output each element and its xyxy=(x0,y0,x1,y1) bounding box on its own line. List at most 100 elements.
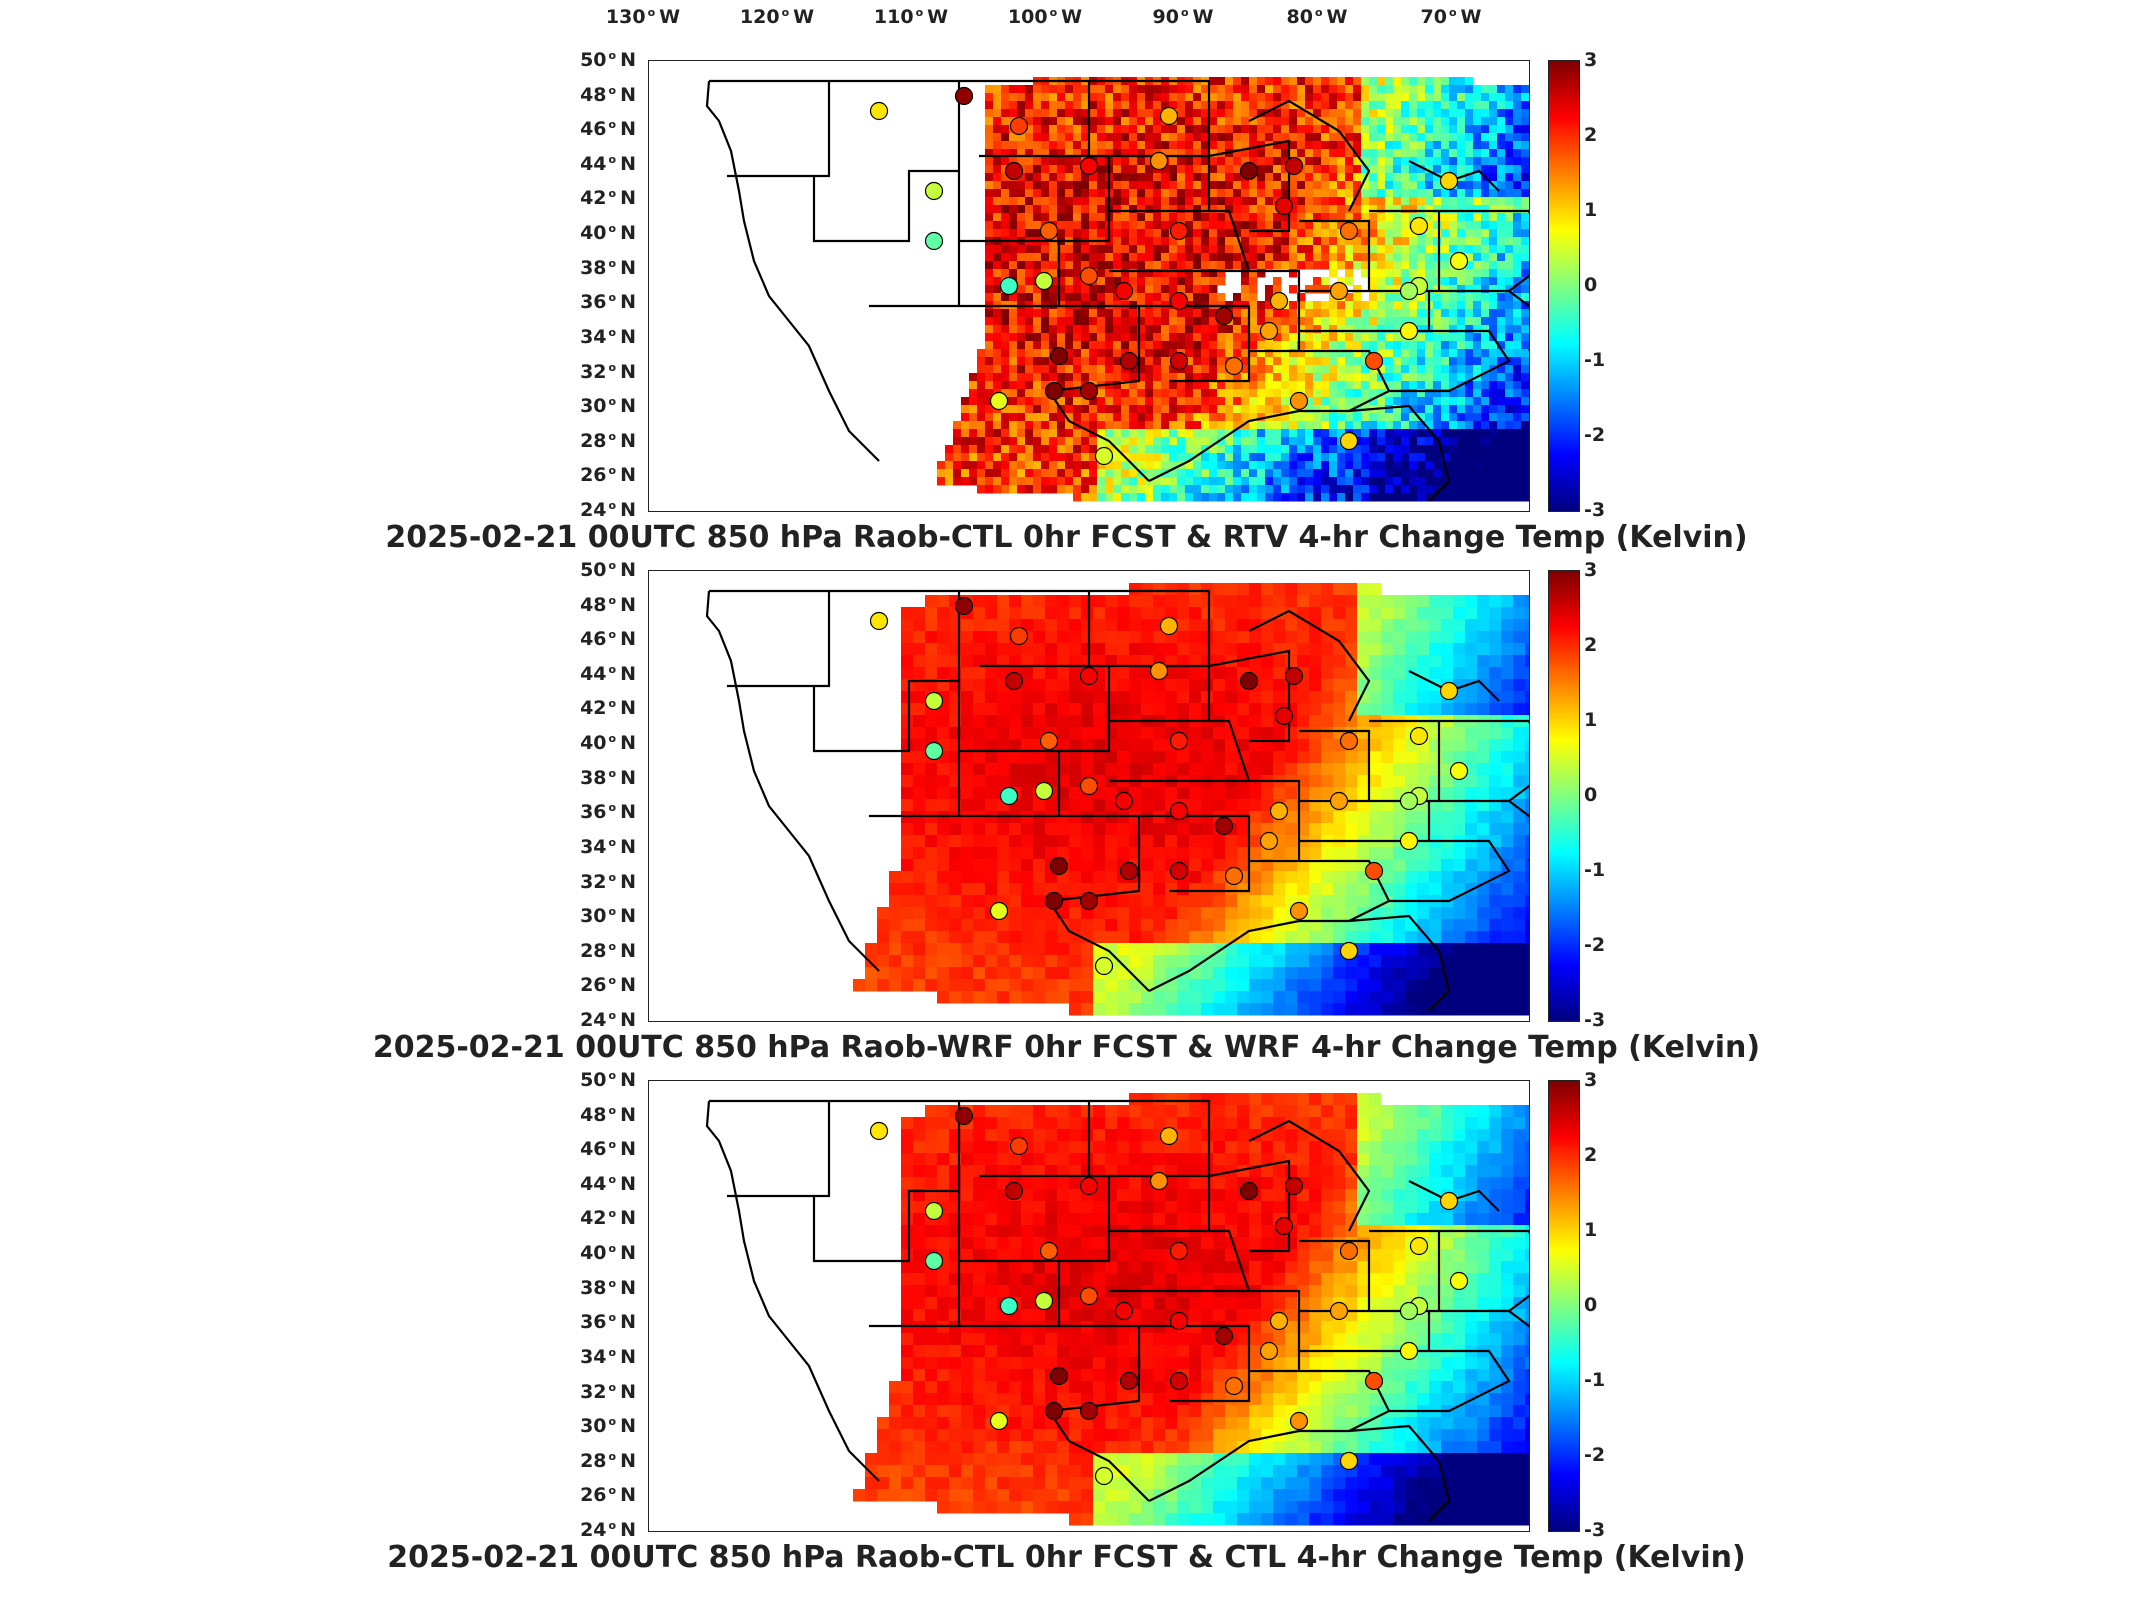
latitude-tick-label: 24 o N xyxy=(580,1009,636,1031)
latitude-tick-label: 28 o N xyxy=(580,1449,636,1472)
raob-station-marker xyxy=(1169,291,1189,311)
latitude-tick-label: 50 o N xyxy=(580,559,636,581)
longitude-tick-label: 110 o W xyxy=(873,6,949,28)
latitude-tick-label: 28 o N xyxy=(580,939,636,962)
raob-station-marker xyxy=(1214,306,1234,326)
latitude-tick-label: 30 o N xyxy=(580,1415,636,1438)
latitude-tick-label: 40 o N xyxy=(580,222,636,245)
raob-station-marker xyxy=(1079,156,1099,176)
raob-station-marker xyxy=(1079,776,1099,796)
raob-station-marker xyxy=(1449,1271,1469,1291)
raob-station-marker xyxy=(989,1411,1009,1431)
colorbar-tick-label: -1 xyxy=(1584,859,1606,881)
colorbar-tick-label: -2 xyxy=(1584,934,1606,956)
raob-station-marker xyxy=(1214,816,1234,836)
colorbar-tick-label: 2 xyxy=(1584,1144,1598,1166)
raob-station-marker xyxy=(924,1251,944,1271)
raob-station-marker xyxy=(1119,351,1139,371)
longitude-tick-label: 130 o W xyxy=(605,6,681,28)
raob-station-marker xyxy=(1159,1126,1179,1146)
latitude-tick-label: 28 o N xyxy=(580,429,636,452)
colorbar xyxy=(1548,1080,1580,1532)
raob-station-marker xyxy=(1399,281,1419,301)
raob-station-marker xyxy=(1409,216,1429,236)
longitude-tick-label: 80 o W xyxy=(1286,6,1348,28)
raob-station-marker xyxy=(924,181,944,201)
raob-station-marker xyxy=(869,611,889,631)
raob-station-marker xyxy=(1274,196,1294,216)
latitude-tick-label: 30 o N xyxy=(580,905,636,928)
longitude-tick-label: 100 o W xyxy=(1007,6,1083,28)
latitude-tick-label: 42 o N xyxy=(580,697,636,720)
latitude-tick-label: 26 o N xyxy=(580,974,636,997)
panel-caption: 2025-02-21 00UTC 850 hPa Raob-CTL 0hr FC… xyxy=(385,520,1748,555)
raob-station-marker xyxy=(1169,351,1189,371)
raob-station-marker xyxy=(1399,321,1419,341)
latitude-tick-label: 24 o N xyxy=(580,499,636,521)
raob-station-marker xyxy=(1149,1171,1169,1191)
raob-station-marker xyxy=(1004,1181,1024,1201)
raob-station-marker xyxy=(1114,1301,1134,1321)
raob-station-marker xyxy=(1399,1301,1419,1321)
raob-station-marker xyxy=(1269,1311,1289,1331)
raob-station-marker xyxy=(1079,1401,1099,1421)
raob-station-marker xyxy=(1049,1366,1069,1386)
colorbar xyxy=(1548,60,1580,512)
colorbar-tick-label: -3 xyxy=(1584,499,1606,521)
raob-station-marker xyxy=(1399,831,1419,851)
raob-station-marker xyxy=(1169,861,1189,881)
raob-station-marker xyxy=(1169,1241,1189,1261)
latitude-tick-label: 32 o N xyxy=(580,360,636,383)
raob-station-marker xyxy=(1409,726,1429,746)
raob-station-marker xyxy=(1339,431,1359,451)
latitude-tick-label: 34 o N xyxy=(580,1345,636,1368)
latitude-tick-label: 34 o N xyxy=(580,835,636,858)
latitude-tick-label: 46 o N xyxy=(580,628,636,651)
raob-station-marker xyxy=(1289,391,1309,411)
raob-station-marker xyxy=(1214,1326,1234,1346)
longitude-tick-label: 90 o W xyxy=(1152,6,1214,28)
raob-station-marker xyxy=(1114,791,1134,811)
longitude-axis: 130 o W 120 o W 110 o W 100 o W 90 o W 80 o W 70 o W xyxy=(0,0,2133,40)
raob-station-marker xyxy=(1259,321,1279,341)
panel-caption: 2025-02-21 00UTC 850 hPa Raob-WRF 0hr FC… xyxy=(372,1030,1761,1065)
colorbar-tick-label: -2 xyxy=(1584,424,1606,446)
raob-station-marker xyxy=(1149,661,1169,681)
raob-station-marker xyxy=(1259,831,1279,851)
latitude-tick-label: 36 o N xyxy=(580,291,636,314)
temperature-field xyxy=(853,583,1529,1016)
raob-station-marker xyxy=(1094,1466,1114,1486)
latitude-tick-label: 40 o N xyxy=(580,1242,636,1265)
raob-station-marker xyxy=(1159,106,1179,126)
temperature-field xyxy=(853,1093,1529,1526)
raob-station-marker xyxy=(1224,1376,1244,1396)
raob-station-marker xyxy=(1339,941,1359,961)
raob-station-marker xyxy=(1399,1341,1419,1361)
raob-station-marker xyxy=(1269,291,1289,311)
raob-station-marker xyxy=(1169,731,1189,751)
raob-station-marker xyxy=(1269,801,1289,821)
latitude-tick-label: 30 o N xyxy=(580,395,636,418)
raob-station-marker xyxy=(1284,1176,1304,1196)
map-svg xyxy=(705,1093,1529,1526)
raob-station-marker xyxy=(1339,731,1359,751)
raob-station-marker xyxy=(1364,351,1384,371)
raob-station-marker xyxy=(1044,1401,1064,1421)
raob-station-marker xyxy=(1449,251,1469,271)
raob-station-marker xyxy=(1364,861,1384,881)
latitude-tick-label: 44 o N xyxy=(580,1172,636,1195)
raob-station-marker xyxy=(1169,221,1189,241)
raob-station-marker xyxy=(1329,1301,1349,1321)
raob-station-marker xyxy=(1284,666,1304,686)
raob-station-marker xyxy=(1329,791,1349,811)
raob-station-marker xyxy=(1009,116,1029,136)
latitude-tick-label: 50 o N xyxy=(580,49,636,71)
raob-station-marker xyxy=(999,1296,1019,1316)
latitude-tick-label: 48 o N xyxy=(580,1103,636,1126)
temperature-field xyxy=(937,77,1529,502)
raob-station-marker xyxy=(1079,266,1099,286)
raob-station-marker xyxy=(1119,1371,1139,1391)
raob-station-marker xyxy=(1239,161,1259,181)
latitude-tick-label: 38 o N xyxy=(580,766,636,789)
raob-station-marker xyxy=(954,596,974,616)
